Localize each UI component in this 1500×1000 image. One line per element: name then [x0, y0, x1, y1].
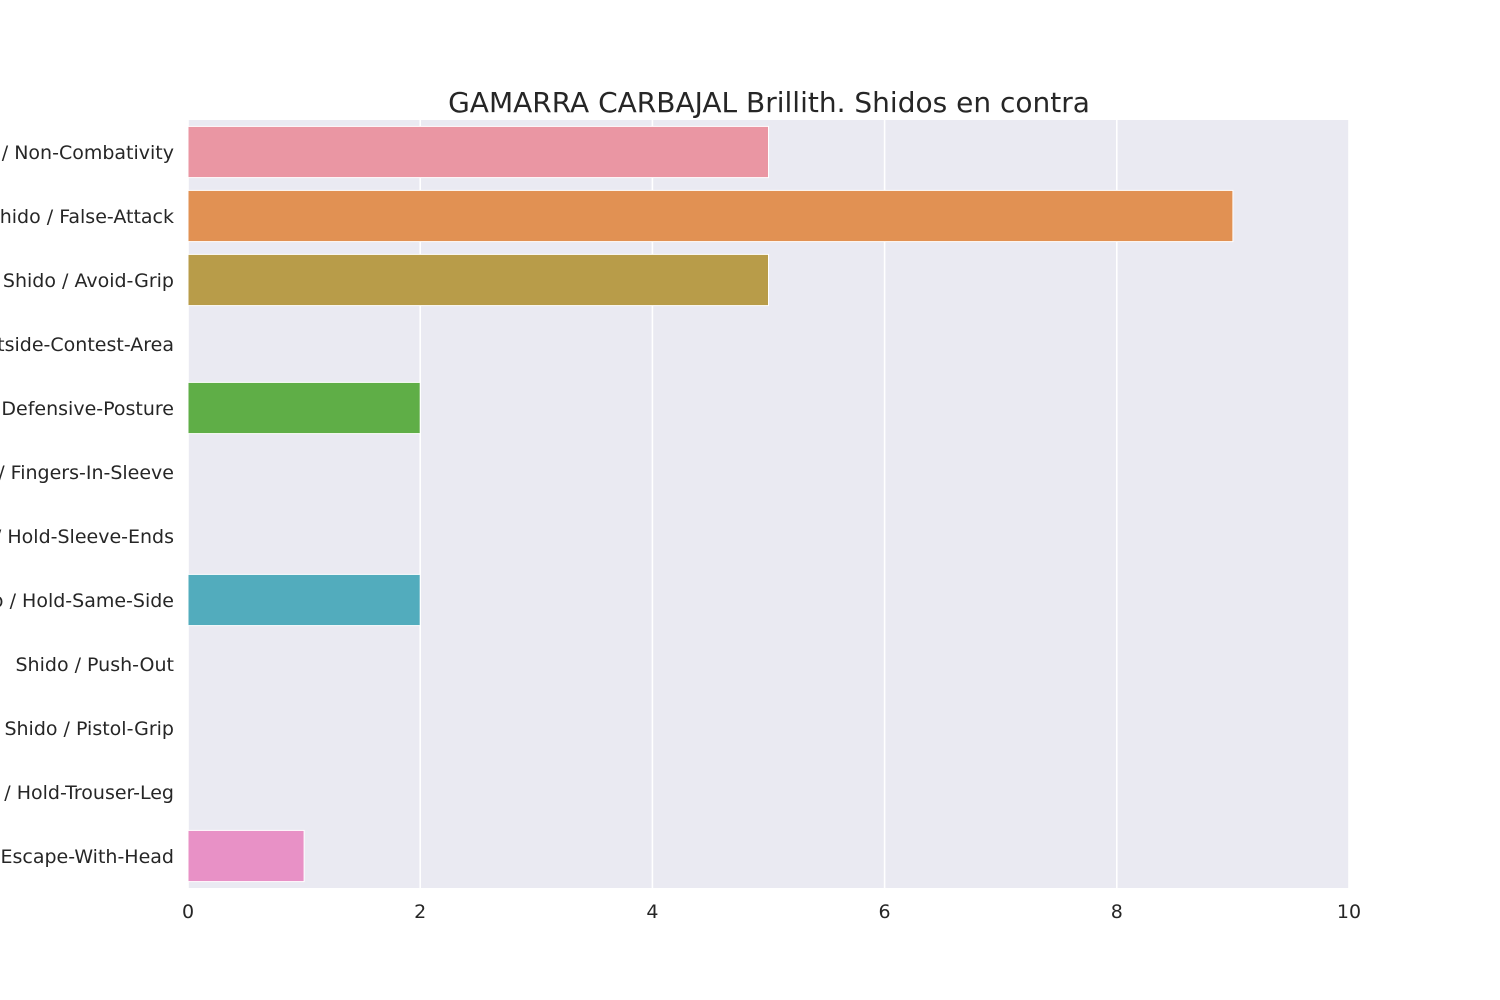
bar [187, 381, 421, 435]
y-tick-label: Shido / Hold-Same-Side [0, 590, 174, 612]
y-tick-label: Shido / Escape-With-Head [0, 846, 174, 868]
bars [187, 125, 1234, 883]
chart-title: GAMARRA CARBAJAL Brillith. Shidos en con… [448, 86, 1090, 119]
bar [187, 829, 305, 883]
y-tick-label: Shido / Hold-Sleeve-Ends [0, 526, 174, 548]
y-tick-label: Shido / Avoid-Grip [3, 270, 174, 292]
y-tick-labels: Shido / Non-Combativity Shido / False-Att… [0, 142, 174, 868]
y-tick-label: Shido / Fingers-In-Sleeve [0, 462, 174, 484]
x-tick-label: 0 [182, 901, 194, 923]
x-tick-labels: 0 2 4 6 8 10 [182, 901, 1361, 923]
bar [187, 253, 769, 307]
y-tick-label: Shido / Hold-Trouser-Leg [0, 782, 174, 804]
bar [187, 189, 1234, 243]
x-tick-label: 2 [414, 901, 426, 923]
y-tick-label: Shido / Non-Combativity [0, 142, 174, 164]
x-tick-label: 8 [1111, 901, 1123, 923]
y-tick-label: Shido / Push-Out [16, 654, 175, 676]
y-tick-label: Shido / Defensive-Posture [0, 398, 174, 420]
y-tick-label: Shido / Outside-Contest-Area [0, 334, 174, 356]
x-tick-label: 10 [1337, 901, 1361, 923]
y-tick-label: Shido / Pistol-Grip [4, 718, 174, 740]
gridlines [187, 120, 1350, 888]
bar [187, 125, 769, 179]
x-tick-label: 6 [879, 901, 891, 923]
x-tick-label: 4 [646, 901, 658, 923]
plot-background [188, 120, 1349, 888]
bar [187, 573, 421, 627]
y-tick-label: Shido / False-Attack [0, 206, 174, 228]
